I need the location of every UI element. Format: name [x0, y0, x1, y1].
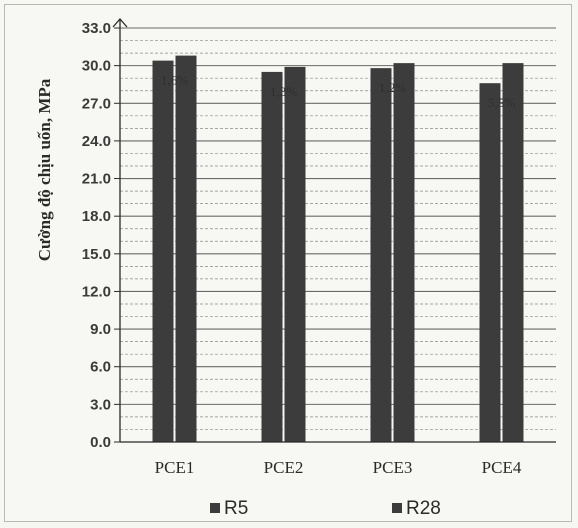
bar-r5: [370, 68, 392, 443]
legend-swatch: [392, 503, 402, 513]
x-category-label: PCE1: [155, 458, 195, 477]
y-tick-label: 6.0: [90, 359, 111, 376]
x-category-label: PCE4: [482, 458, 522, 477]
y-tick-label: 33.0: [82, 20, 111, 37]
x-category-label: PCE3: [373, 458, 413, 477]
y-tick-label: 21.0: [82, 171, 111, 188]
bar-r28: [175, 55, 197, 442]
y-tick-label: 30.0: [82, 58, 111, 75]
bar-r28: [393, 63, 415, 443]
y-axis-arrow: [112, 18, 128, 28]
bar-r28: [284, 66, 306, 443]
bar-r5: [479, 83, 501, 442]
data-label: 5,5%: [488, 95, 515, 110]
y-tick-label: 12.0: [82, 283, 111, 300]
legend-swatch: [210, 503, 220, 513]
y-tick-label: 15.0: [82, 246, 111, 263]
x-category-label: PCE2: [264, 458, 304, 477]
y-tick-label: 24.0: [82, 133, 111, 150]
bar-r28: [502, 63, 524, 443]
y-tick-label: 27.0: [82, 95, 111, 112]
y-tick-label: 9.0: [90, 321, 111, 338]
bar-r5: [261, 71, 283, 442]
data-label: 1,3%: [270, 84, 297, 99]
legend-label: R5: [224, 498, 248, 519]
y-axis-label: Cường độ chịu uốn, MPa: [35, 78, 54, 261]
data-label: 1,2%: [379, 80, 406, 95]
legend-label: R28: [406, 498, 441, 519]
y-tick-label: 0.0: [90, 434, 111, 451]
y-tick-label: 18.0: [82, 208, 111, 225]
bar-r5: [152, 60, 174, 442]
y-tick-label: 3.0: [90, 396, 111, 413]
data-label: 1,6%: [161, 73, 188, 88]
